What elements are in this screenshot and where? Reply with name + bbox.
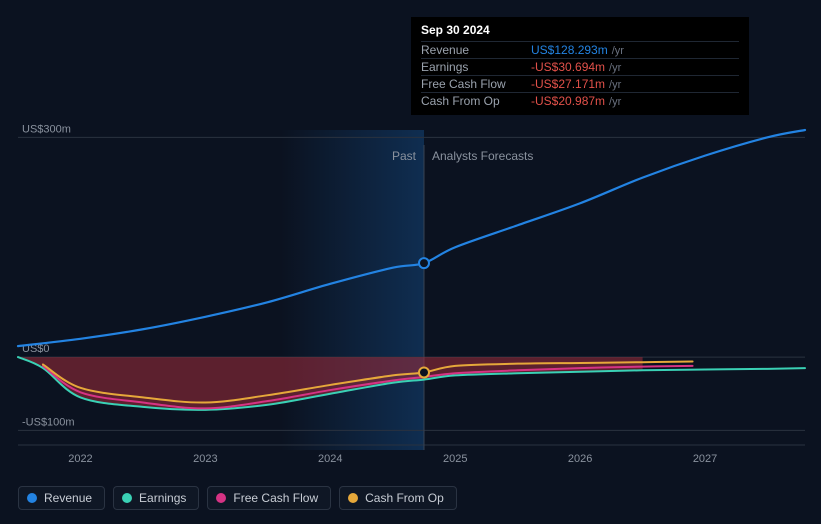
- tooltip-row: Earnings-US$30.694m/yr: [421, 58, 739, 75]
- legend-label: Earnings: [139, 491, 186, 505]
- tooltip-row: RevenueUS$128.293m/yr: [421, 41, 739, 58]
- financials-chart: US$300mUS$0-US$100m202220232024202520262…: [0, 0, 821, 524]
- tooltip-row-value: -US$30.694m: [531, 60, 605, 74]
- tooltip-row-label: Free Cash Flow: [421, 77, 531, 91]
- tooltip-row-suffix: /yr: [609, 62, 621, 74]
- tooltip-row-suffix: /yr: [612, 45, 624, 57]
- x-axis-label: 2022: [68, 453, 92, 465]
- region-label-past: Past: [392, 149, 417, 163]
- legend-swatch: [216, 493, 226, 503]
- y-axis-label: US$300m: [22, 123, 71, 135]
- tooltip-row-value: US$128.293m: [531, 43, 608, 57]
- tooltip-row-value: -US$27.171m: [531, 77, 605, 91]
- legend-item-fcf[interactable]: Free Cash Flow: [207, 486, 331, 510]
- y-axis-label: -US$100m: [22, 416, 75, 428]
- x-axis-label: 2027: [693, 453, 717, 465]
- chart-legend: Revenue Earnings Free Cash Flow Cash From O…: [18, 486, 457, 510]
- tooltip-row-value: -US$20.987m: [531, 94, 605, 108]
- data-tooltip: Sep 30 2024 RevenueUS$128.293m/yrEarning…: [411, 17, 749, 115]
- x-axis-label: 2024: [318, 453, 342, 465]
- x-axis-label: 2025: [443, 453, 467, 465]
- legend-item-revenue[interactable]: Revenue: [18, 486, 105, 510]
- legend-swatch: [27, 493, 37, 503]
- tooltip-row-suffix: /yr: [609, 96, 621, 108]
- x-axis-label: 2023: [193, 453, 217, 465]
- tooltip-row-suffix: /yr: [609, 79, 621, 91]
- legend-item-cfo[interactable]: Cash From Op: [339, 486, 457, 510]
- tooltip-row-label: Earnings: [421, 60, 531, 74]
- legend-swatch: [122, 493, 132, 503]
- tooltip-row: Free Cash Flow-US$27.171m/yr: [421, 75, 739, 92]
- legend-label: Free Cash Flow: [233, 491, 318, 505]
- tooltip-title: Sep 30 2024: [421, 23, 739, 37]
- tooltip-row-label: Revenue: [421, 43, 531, 57]
- x-axis-label: 2026: [568, 453, 592, 465]
- legend-label: Cash From Op: [365, 491, 444, 505]
- legend-item-earnings[interactable]: Earnings: [113, 486, 199, 510]
- legend-swatch: [348, 493, 358, 503]
- tooltip-row-label: Cash From Op: [421, 94, 531, 108]
- tooltip-row: Cash From Op-US$20.987m/yr: [421, 92, 739, 109]
- region-label-forecast: Analysts Forecasts: [432, 149, 533, 163]
- legend-label: Revenue: [44, 491, 92, 505]
